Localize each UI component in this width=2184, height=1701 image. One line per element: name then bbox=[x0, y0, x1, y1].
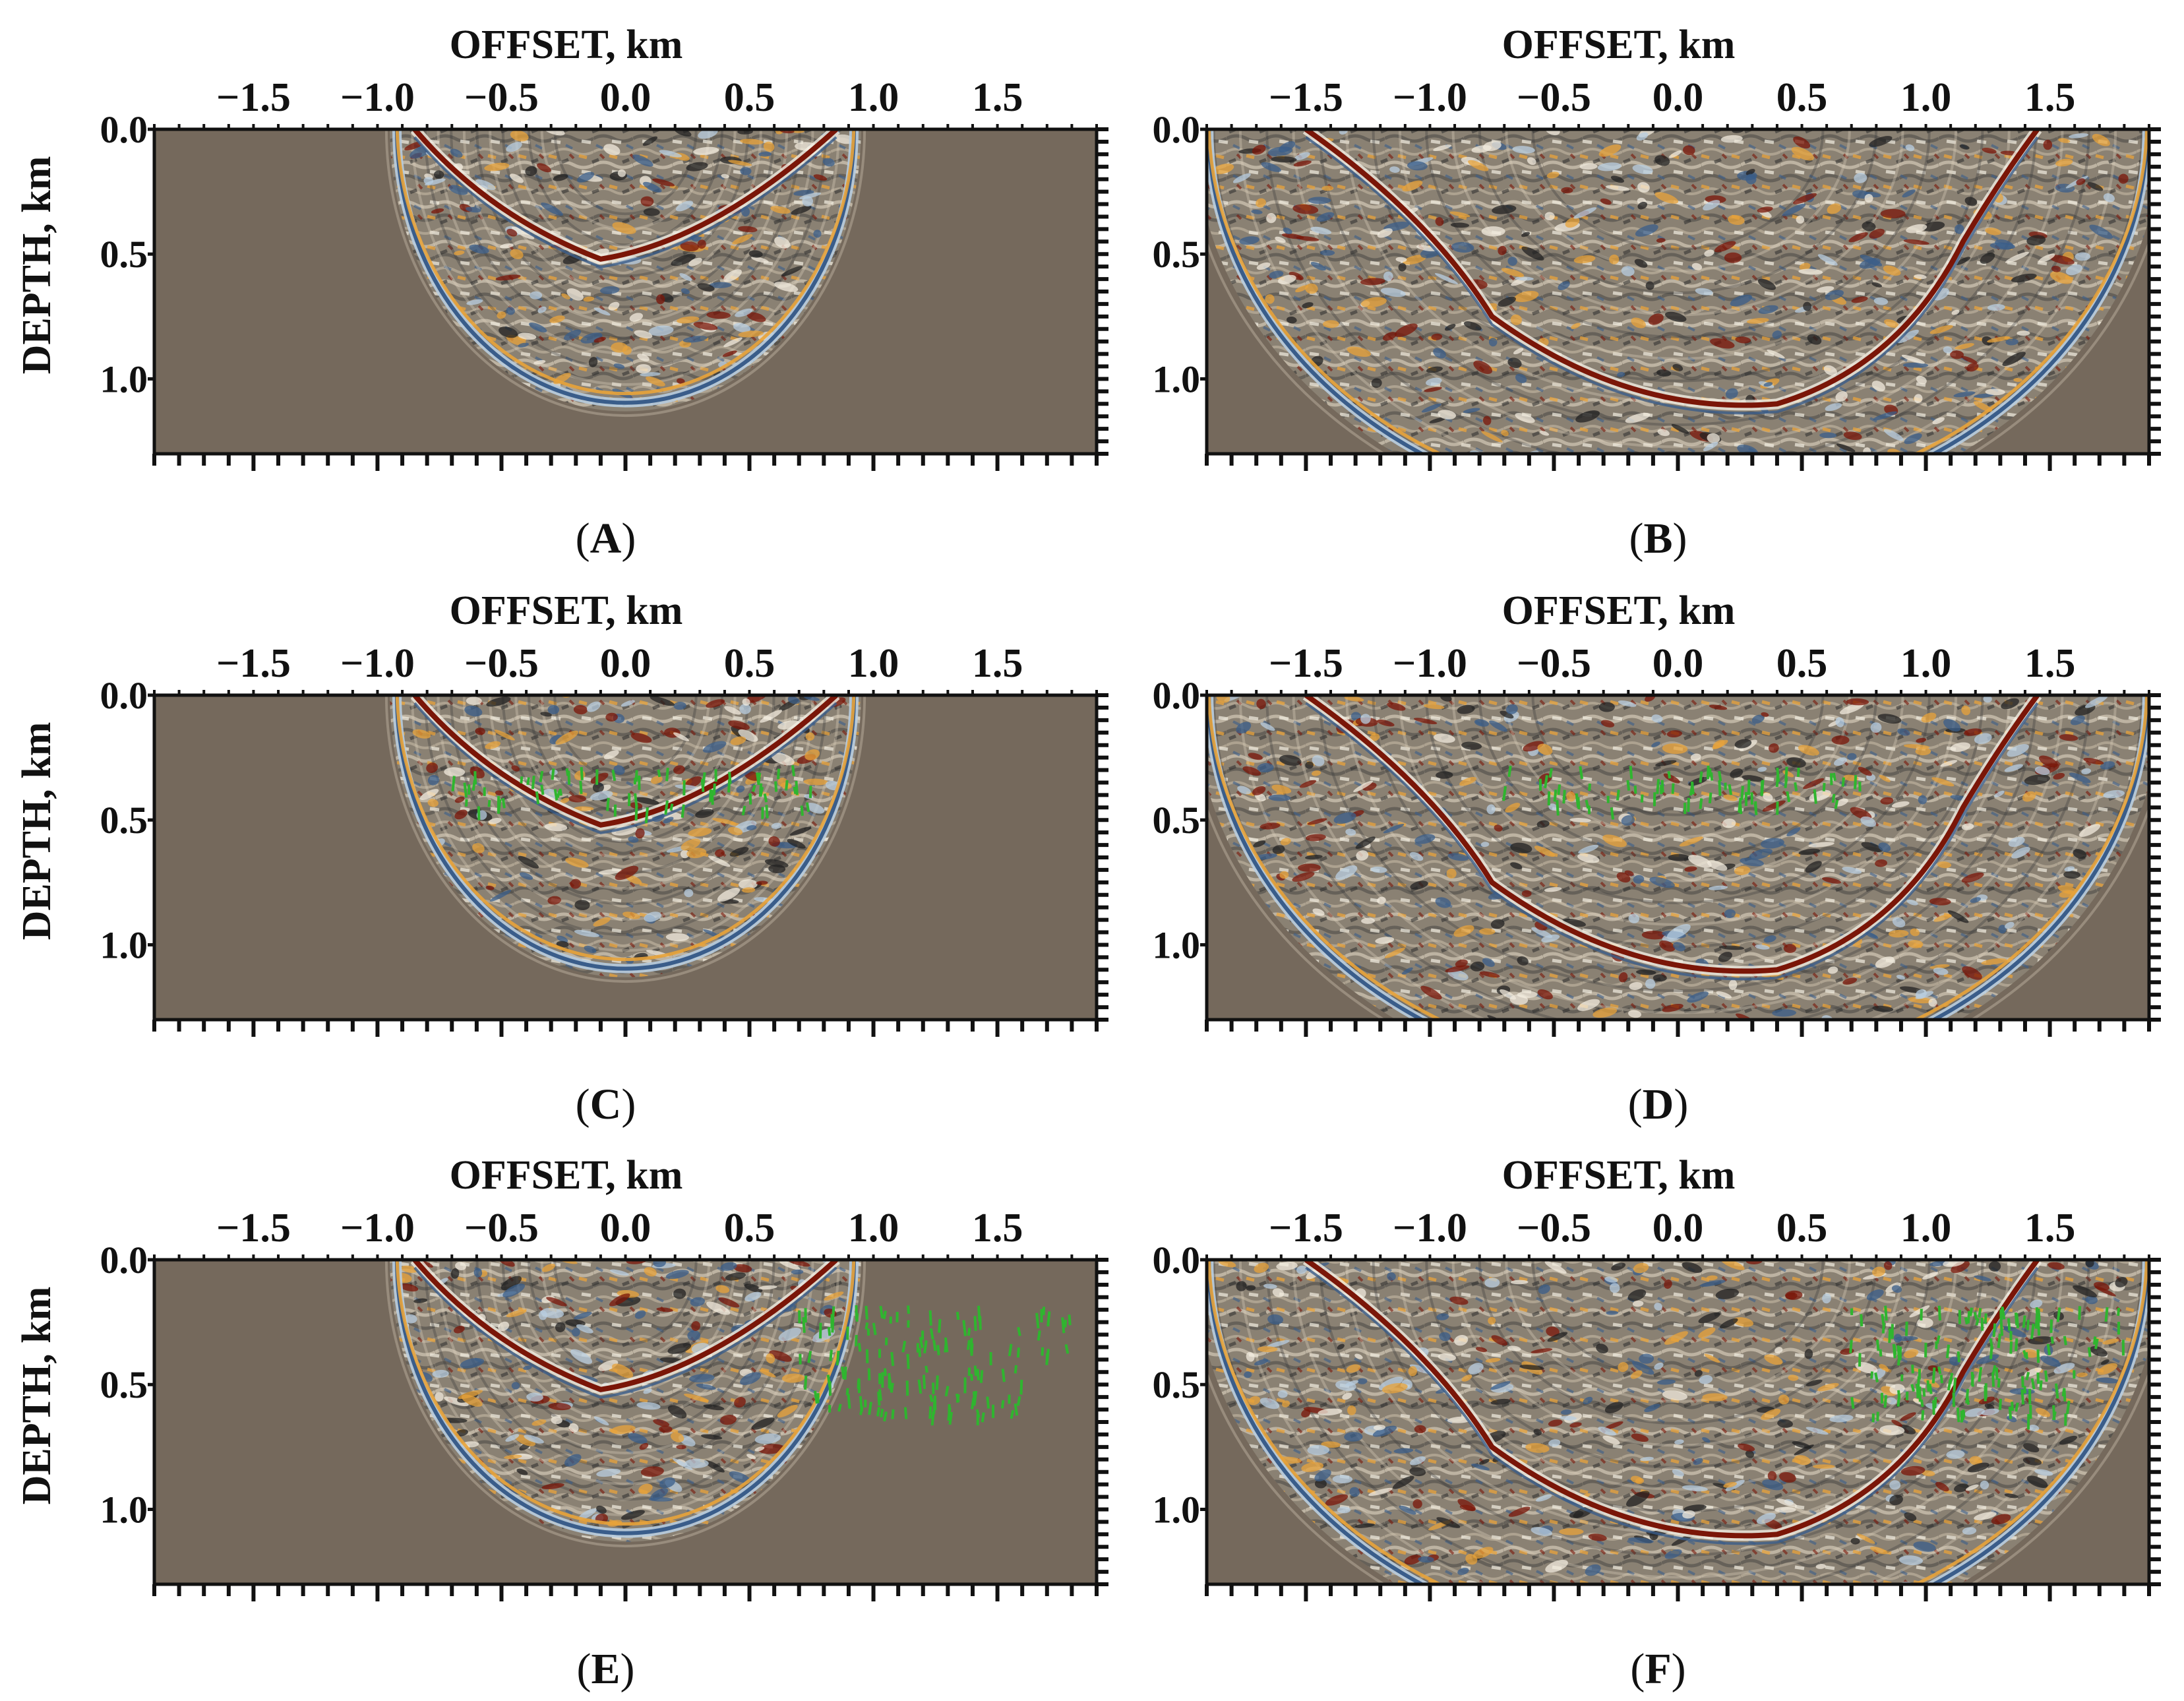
panel-E: OFFSET, km −1.5 −1.0 −0.5 0.0 0.5 1.0 1.5 0.0 0.5… bbox=[15, 1153, 1108, 1693]
y-axis-title: DEPTH, km bbox=[15, 722, 59, 941]
y-tick-label: 0.0 bbox=[1153, 674, 1201, 717]
y-tick-label: 0.0 bbox=[100, 108, 148, 151]
x-tick-label: 0.0 bbox=[600, 75, 652, 120]
x-tick-label: 0.0 bbox=[600, 1206, 652, 1251]
panel-B: OFFSET, km −1.5 −1.0 −0.5 0.0 0.5 1.0 1.5 0.0 0.5… bbox=[1153, 22, 2161, 563]
y-tick-label: 1.0 bbox=[1153, 923, 1201, 966]
y-tick-label: 0.0 bbox=[1153, 108, 1201, 151]
green-markers bbox=[1849, 1305, 2125, 1430]
y-tick-label: 1.0 bbox=[100, 1488, 148, 1531]
x-axis-title: OFFSET, km bbox=[1502, 588, 1736, 633]
panel-label: (E) bbox=[577, 1645, 635, 1693]
green-markers bbox=[1502, 765, 1862, 820]
x-tick-label: −1.0 bbox=[340, 641, 415, 686]
x-tick-label: 1.5 bbox=[2024, 75, 2076, 120]
y-tick-label: 0.0 bbox=[1153, 1239, 1201, 1282]
x-axis-title: OFFSET, km bbox=[450, 1153, 683, 1198]
x-tick-label: −0.5 bbox=[1517, 641, 1591, 686]
panel-A: OFFSET, km −1.5 −1.0 −0.5 0.0 0.5 1.0 1.5 0.0 0.5… bbox=[15, 22, 1108, 563]
seismic-image bbox=[1207, 129, 2149, 454]
seismic-image bbox=[1207, 695, 2149, 1020]
y-axis-title: DEPTH, km bbox=[15, 156, 59, 375]
x-tick-label: 1.0 bbox=[1900, 641, 1952, 686]
x-tick-label: −0.5 bbox=[464, 75, 539, 120]
x-tick-label: 0.0 bbox=[1653, 1206, 1704, 1251]
x-tick-label: −1.0 bbox=[1393, 75, 1467, 120]
x-tick-label: −1.5 bbox=[1269, 75, 1343, 120]
x-tick-label: −1.0 bbox=[340, 1206, 415, 1251]
x-tick-label: −0.5 bbox=[1517, 1206, 1591, 1251]
panel-label: (F) bbox=[1630, 1645, 1685, 1693]
x-tick-label: −0.5 bbox=[1517, 75, 1591, 120]
y-tick-label: 1.0 bbox=[100, 357, 148, 400]
x-tick-label: −1.5 bbox=[1269, 1206, 1343, 1251]
panel-label: (D) bbox=[1628, 1080, 1689, 1129]
x-axis-title: OFFSET, km bbox=[1502, 22, 1736, 67]
panel-label: (B) bbox=[1629, 514, 1687, 563]
x-tick-label: 0.5 bbox=[724, 641, 775, 686]
x-tick-label: 1.0 bbox=[848, 1206, 899, 1251]
x-tick-label: −1.5 bbox=[216, 641, 291, 686]
x-tick-label: 0.0 bbox=[1653, 75, 1704, 120]
y-tick-label: 1.0 bbox=[100, 923, 148, 966]
y-tick-label: 0.0 bbox=[100, 674, 148, 717]
x-tick-label: −1.0 bbox=[340, 75, 415, 120]
x-tick-label: 0.0 bbox=[600, 641, 652, 686]
seismic-image bbox=[386, 129, 864, 416]
x-tick-label: 1.0 bbox=[1900, 75, 1952, 120]
x-tick-label: −1.5 bbox=[216, 75, 291, 120]
x-tick-label: 0.5 bbox=[1776, 75, 1828, 120]
x-tick-label: 0.5 bbox=[724, 1206, 775, 1251]
x-tick-label: 0.0 bbox=[1653, 641, 1704, 686]
x-tick-label: −1.0 bbox=[1393, 641, 1467, 686]
y-tick-label: 0.5 bbox=[1153, 799, 1201, 842]
panel-F: OFFSET, km −1.5 −1.0 −0.5 0.0 0.5 1.0 1.5 0.0 0.5… bbox=[1153, 1153, 2161, 1693]
x-tick-label: −0.5 bbox=[464, 641, 539, 686]
y-axis-title: DEPTH, km bbox=[15, 1287, 59, 1505]
y-tick-label: 1.0 bbox=[1153, 1488, 1201, 1531]
seismic-image bbox=[386, 1260, 1072, 1546]
y-tick-label: 0.5 bbox=[100, 799, 148, 842]
x-tick-label: 0.5 bbox=[724, 75, 775, 120]
green-markers bbox=[451, 765, 812, 824]
x-axis-title: OFFSET, km bbox=[1502, 1153, 1736, 1198]
x-tick-label: 1.5 bbox=[2024, 641, 2076, 686]
x-tick-label: 1.5 bbox=[972, 1206, 1023, 1251]
panel-label: (A) bbox=[576, 514, 636, 563]
y-tick-label: 1.0 bbox=[1153, 357, 1201, 400]
y-tick-label: 0.5 bbox=[100, 1363, 148, 1406]
seismic-image bbox=[1207, 1260, 2149, 1584]
x-tick-label: 1.5 bbox=[972, 641, 1023, 686]
green-markers bbox=[798, 1305, 1072, 1426]
x-tick-label: −1.0 bbox=[1393, 1206, 1467, 1251]
seismic-image bbox=[386, 695, 864, 981]
x-tick-label: 0.5 bbox=[1776, 641, 1828, 686]
x-tick-label: 1.5 bbox=[2024, 1206, 2076, 1251]
x-tick-label: −0.5 bbox=[464, 1206, 539, 1251]
panel-label: (C) bbox=[576, 1080, 636, 1129]
y-tick-label: 0.5 bbox=[100, 233, 148, 276]
x-tick-label: 0.5 bbox=[1776, 1206, 1828, 1251]
x-axis-title: OFFSET, km bbox=[450, 22, 683, 67]
panel-D: OFFSET, km −1.5 −1.0 −0.5 0.0 0.5 1.0 1.5 0.0 0.5… bbox=[1153, 588, 2161, 1129]
y-tick-label: 0.5 bbox=[1153, 233, 1201, 276]
x-tick-label: 1.0 bbox=[848, 641, 899, 686]
y-tick-label: 0.5 bbox=[1153, 1363, 1201, 1406]
x-tick-label: 1.5 bbox=[972, 75, 1023, 120]
x-axis-title: OFFSET, km bbox=[450, 588, 683, 633]
x-tick-label: 1.0 bbox=[1900, 1206, 1952, 1251]
x-tick-label: −1.5 bbox=[1269, 641, 1343, 686]
x-tick-label: −1.5 bbox=[216, 1206, 291, 1251]
panel-C: OFFSET, km −1.5 −1.0 −0.5 0.0 0.5 1.0 1.5 0.0 0.5… bbox=[15, 588, 1108, 1129]
y-tick-label: 0.0 bbox=[100, 1239, 148, 1282]
x-tick-label: 1.0 bbox=[848, 75, 899, 120]
